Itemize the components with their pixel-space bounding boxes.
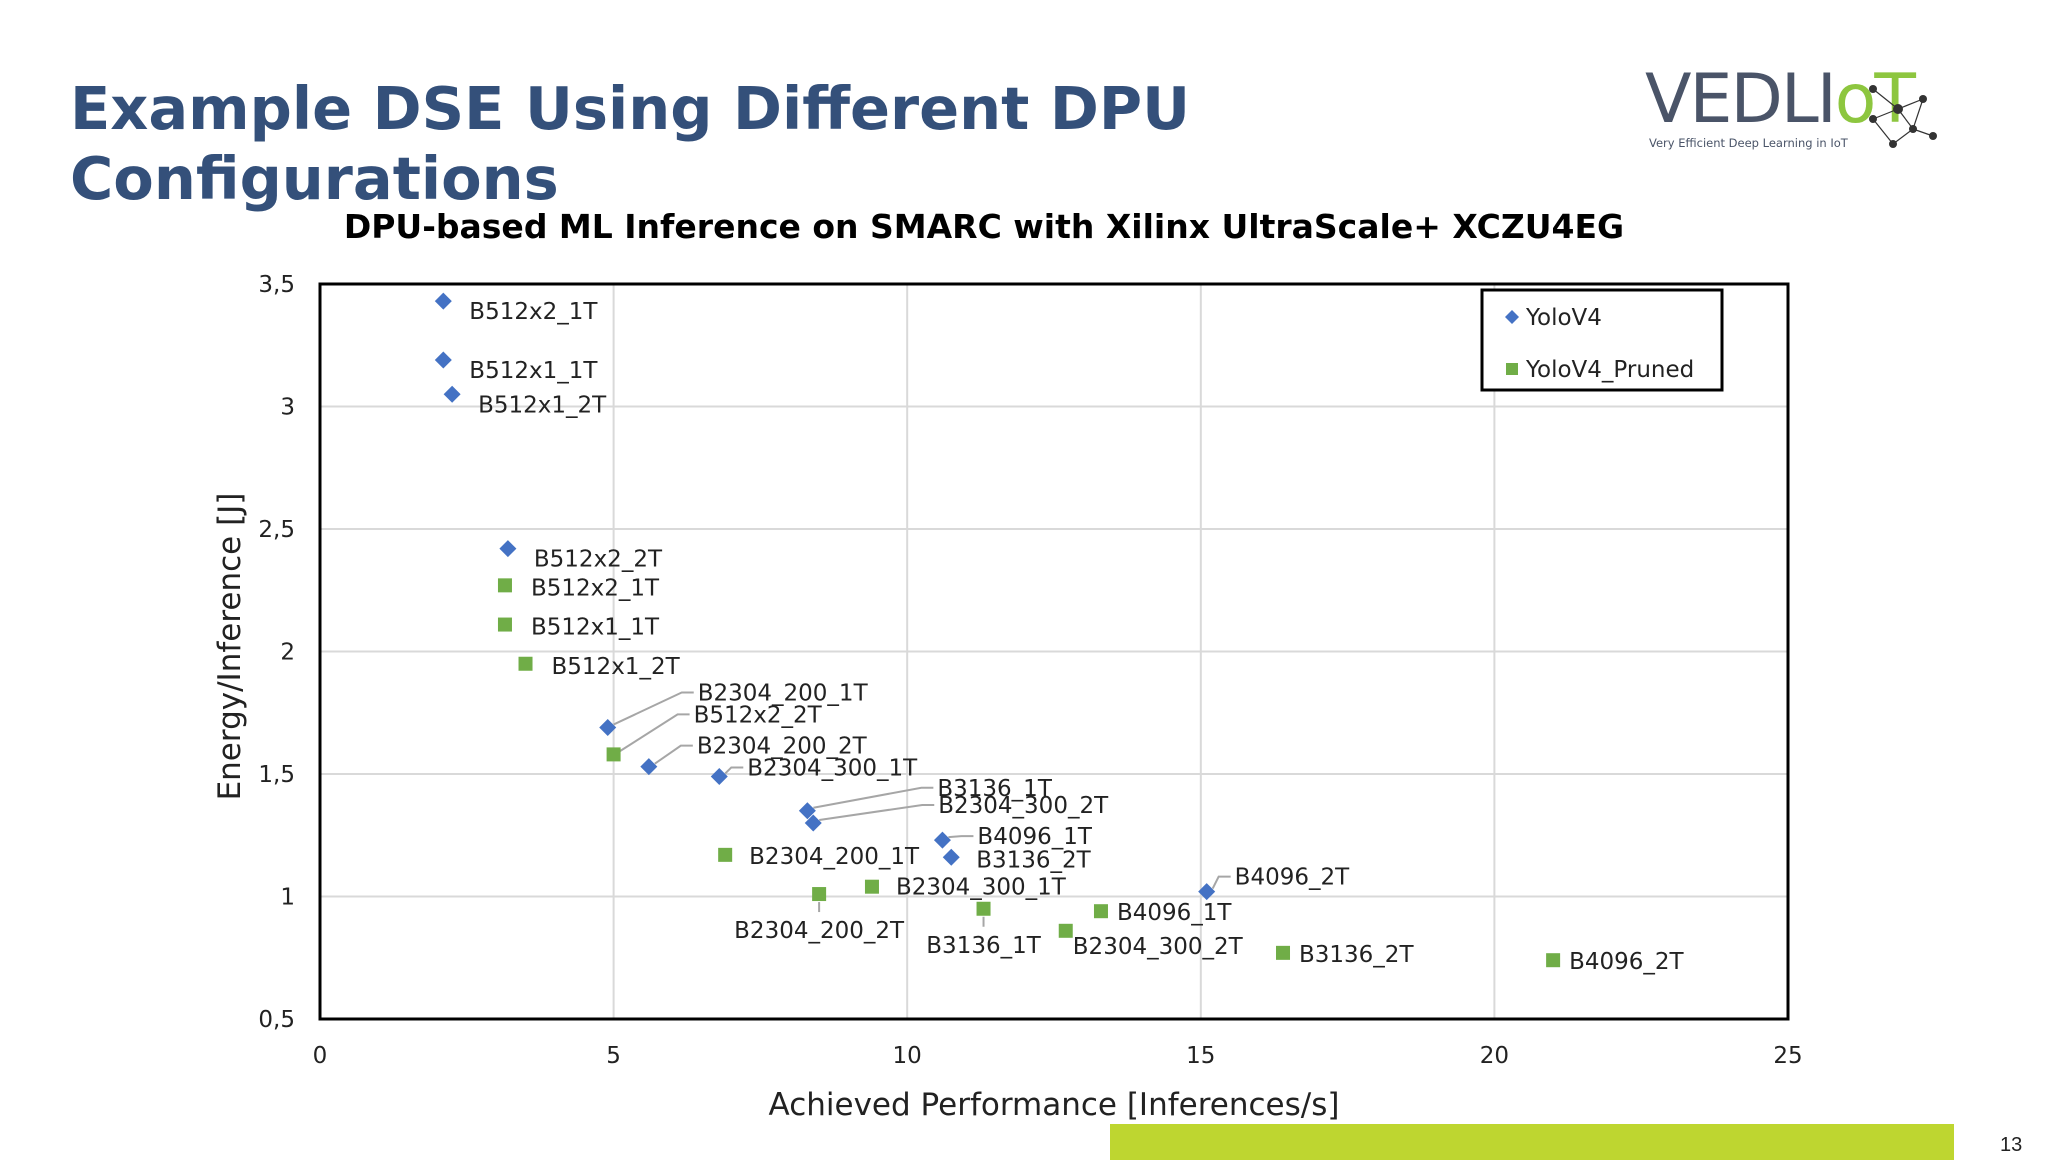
y-axis-label: Energy/Inference [J] — [212, 493, 248, 801]
yolov4-pruned-point — [1058, 923, 1073, 938]
x-tick-label: 10 — [893, 1043, 922, 1069]
yolov4-pruned-point — [1546, 953, 1561, 968]
yolov4-point — [443, 385, 461, 403]
yolov4-point — [1198, 883, 1216, 901]
yolov4-pruned-point — [497, 617, 512, 632]
data-point-label: B3136_2T — [1299, 942, 1414, 968]
label-leader-line — [619, 713, 690, 753]
data-point-label: B512x2_1T — [531, 575, 660, 601]
yolov4-point — [434, 351, 452, 369]
y-tick-label: 0,5 — [258, 1007, 295, 1033]
label-leader-line — [813, 786, 934, 809]
vedliot-logo: VEDLIoT Very Efficient Deep Learning in … — [1645, 64, 1937, 164]
legend-marker-yolov4 — [1505, 310, 1519, 324]
logo-tagline: Very Efficient Deep Learning in IoT — [1649, 136, 1848, 150]
x-tick-label: 25 — [1773, 1043, 1802, 1069]
yolov4-point — [933, 831, 951, 849]
label-leader-line — [948, 835, 974, 839]
yolov4-point — [434, 292, 452, 310]
data-point-label: B2304_200_2T — [734, 918, 905, 944]
page-number: 13 — [2000, 1134, 2023, 1156]
logo-wordmark: VEDLIoT — [1645, 64, 1916, 136]
label-leader-line — [1211, 875, 1231, 890]
data-point-label: B512x2_1T — [469, 299, 598, 325]
label-leader-line — [724, 766, 744, 775]
yolov4-point — [640, 758, 658, 776]
data-point-label: B512x2_2T — [694, 702, 823, 728]
data-point-label: B3136_1T — [926, 933, 1041, 959]
x-tick-label: 5 — [606, 1043, 621, 1069]
y-tick-label: 1 — [280, 885, 295, 911]
logo-word-accent: oT — [1834, 60, 1916, 139]
yolov4-point — [798, 802, 816, 820]
yolov4-pruned-point — [1276, 945, 1291, 960]
y-tick-label: 3,5 — [258, 272, 295, 298]
y-tick-label: 2 — [280, 640, 295, 666]
data-point-label: B4096_2T — [1569, 949, 1684, 975]
label-leader-line — [613, 691, 694, 726]
yolov4-point — [499, 540, 517, 558]
yolov4-point — [599, 718, 617, 736]
x-tick-label: 15 — [1186, 1043, 1215, 1069]
plot-area-border — [318, 282, 1790, 1021]
data-point-label: B2304_300_1T — [896, 875, 1067, 901]
data-point-label: B2304_200_1T — [698, 680, 869, 706]
yolov4-pruned-point — [518, 656, 533, 671]
chart-title: DPU-based ML Inference on SMARC with Xil… — [344, 207, 1624, 246]
data-point-label: B3136_2T — [976, 847, 1091, 873]
label-leader-line — [819, 804, 935, 821]
logo-word-main: VEDLI — [1645, 60, 1837, 139]
x-axis-label: Achieved Performance [Inferences/s] — [769, 1087, 1340, 1123]
y-tick-label: 2,5 — [258, 517, 295, 543]
yolov4-point — [942, 848, 960, 866]
legend-box — [1480, 288, 1724, 392]
yolov4-pruned-point — [864, 879, 879, 894]
slide-title: Example DSE Using Different DPU Configur… — [70, 74, 1190, 213]
label-leader-line — [654, 744, 693, 765]
data-point-label: B512x1_1T — [531, 615, 660, 641]
data-point-label: B512x1_2T — [552, 654, 681, 680]
y-tick-label: 3 — [280, 395, 295, 421]
yolov4-point — [804, 814, 822, 832]
x-tick-label: 0 — [313, 1043, 328, 1069]
data-point-label: B4096_1T — [1117, 900, 1232, 926]
yolov4-pruned-point — [606, 747, 621, 762]
data-point-label: B2304_300_2T — [938, 793, 1109, 819]
yolov4-pruned-point — [718, 847, 733, 862]
footer-accent-bar — [1110, 1124, 1954, 1160]
data-point-label: B2304_200_2T — [697, 734, 868, 760]
data-point-label: B2304_300_1T — [747, 755, 918, 781]
data-point-label: B2304_200_1T — [749, 844, 920, 870]
legend-marker-yolov4-pruned — [1506, 363, 1518, 375]
data-point-label: B512x2_2T — [534, 547, 663, 573]
data-point-label: B512x1_1T — [469, 358, 598, 384]
legend-label: YoloV4 — [1525, 305, 1602, 331]
data-point-label: B512x1_2T — [478, 392, 607, 418]
x-tick-label: 20 — [1480, 1043, 1509, 1069]
data-point-label: B2304_300_2T — [1073, 934, 1244, 960]
yolov4-pruned-point — [812, 887, 827, 902]
yolov4-pruned-point — [976, 901, 991, 916]
legend-label: YoloV4_Pruned — [1525, 357, 1694, 383]
y-tick-label: 1,5 — [258, 762, 295, 788]
data-point-label: B4096_2T — [1235, 865, 1350, 891]
yolov4-pruned-point — [497, 578, 512, 593]
yolov4-pruned-point — [1093, 904, 1108, 919]
data-point-label: B3136_1T — [937, 776, 1052, 802]
yolov4-point — [710, 767, 728, 785]
network-mesh-icon — [1869, 85, 1937, 148]
data-point-label: B4096_1T — [977, 824, 1092, 850]
